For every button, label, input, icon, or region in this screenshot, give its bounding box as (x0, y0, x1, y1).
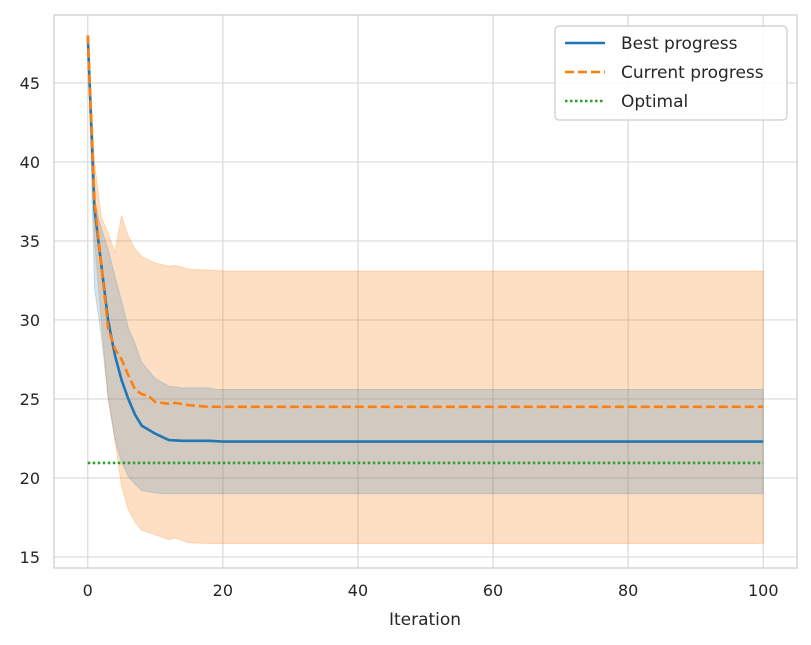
y-tick-label: 35 (20, 232, 40, 251)
x-tick-label: 100 (748, 581, 779, 600)
series-lines (86, 35, 764, 465)
y-tick-label: 45 (20, 74, 40, 93)
confidence-bands (87, 35, 764, 545)
series-line-current-progress (86, 35, 764, 409)
y-tick-labels: 15 20 25 30 35 40 45 (20, 74, 40, 567)
plot-frame (53, 14, 798, 569)
band-current-progress (87, 35, 764, 545)
grid (54, 15, 797, 568)
x-tick-label: 80 (618, 581, 638, 600)
x-axis-label: Iteration (389, 610, 461, 630)
legend-label: Current progress (621, 63, 764, 83)
legend: Best progress Current progress Optimal (554, 25, 788, 121)
y-tick-label: 20 (20, 469, 40, 488)
legend-label: Optimal (621, 92, 688, 112)
legend-box (554, 25, 788, 121)
x-tick-label: 0 (83, 581, 93, 600)
y-tick-label: 30 (20, 311, 40, 330)
y-tick-label: 40 (20, 153, 40, 172)
y-tick-label: 15 (20, 548, 40, 567)
legend-label: Best progress (621, 34, 738, 54)
band-best-progress (87, 35, 764, 495)
y-tick-label: 25 (20, 390, 40, 409)
x-tick-label: 20 (213, 581, 233, 600)
x-tick-label: 60 (483, 581, 503, 600)
x-tick-label: 40 (348, 581, 368, 600)
x-tick-labels: 0 20 40 60 80 100 (83, 581, 779, 600)
